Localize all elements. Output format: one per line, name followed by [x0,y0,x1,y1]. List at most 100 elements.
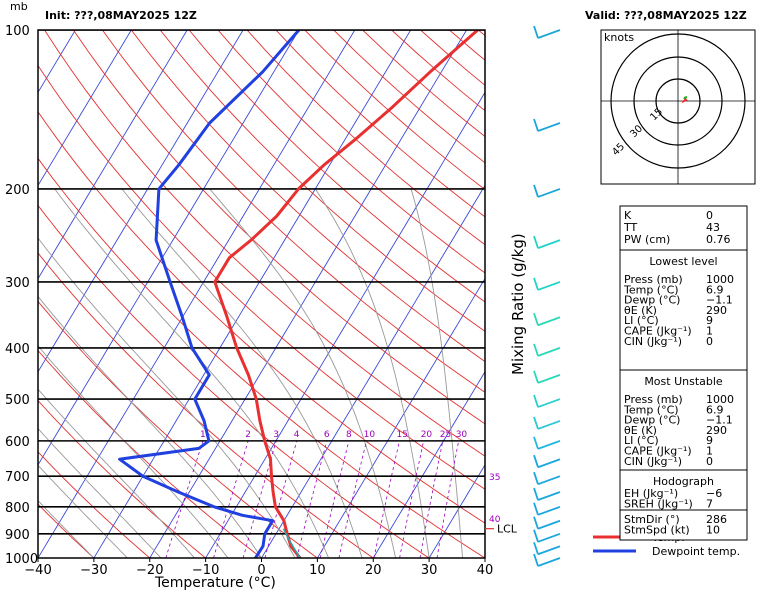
y-tick-label: 800 [5,501,30,516]
stats-box [619,205,748,251]
x-tick-label: −20 [136,563,163,578]
hodo-1-value: 7 [706,497,713,510]
wind-barb-staff [537,398,561,408]
moist-adiabat-line [38,427,162,558]
y-tick-label: 200 [5,183,30,198]
x-tick-label: 40 [477,563,494,578]
unit-label: mb [10,0,28,13]
isotherm-line [38,30,244,373]
lowest-0-value: 1000 [706,273,734,286]
wind-barb-staff [537,519,561,530]
mu-6-label: CIN (Jkg⁻¹) [624,455,682,468]
dry-adiabat-line [159,30,485,332]
wind-barb-flag [533,277,539,291]
chart-axes: 1 2 3 4 6 8 10 15 20 25 30100200300400500600700800… [5,24,493,578]
x-tick-label: 0 [257,563,265,578]
wind-barb-staff [537,122,561,132]
valid-time: Valid: ???,08MAY2025 12Z [585,9,747,22]
y-tick-label: 300 [5,276,30,291]
dry-adiabat-line [38,252,374,558]
x-tick-label: 30 [421,563,438,578]
x-tick-label: 10 [309,563,326,578]
wind-barb-staff [537,557,561,567]
mu-3-label: θE (K) [624,424,657,437]
dry-adiabat-line [38,349,262,558]
mu-2-value: −1.1 [706,414,733,427]
wind-barb-flag [533,553,539,567]
isotherm-line [93,30,412,558]
stat-k-value: 0 [706,209,713,222]
wind-barb-flag [533,502,539,516]
isotherm-line [205,91,485,558]
storm-1-value: 10 [706,523,720,536]
height-label: 40 [489,515,501,525]
isotherm-line [38,30,188,280]
mu-5-label: CAPE (Jkg⁻¹) [624,445,692,458]
stats-box [619,469,748,511]
x-tick-label: 20 [365,563,382,578]
dry-adiabat-line [38,111,485,524]
stats-box [619,509,748,541]
mixing-ratio-label: 10 [364,430,376,440]
wind-barb-flag [533,416,539,430]
y-tick-label: 1000 [5,552,38,567]
wind-barb-flag [533,343,539,357]
dewpoint-line [118,30,301,558]
wind-barb-flag [533,312,539,326]
mixing-ratio-line [264,440,298,558]
dry-adiabat-line [38,503,95,558]
chart-grid [38,30,485,558]
dry-adiabat-line [217,30,485,274]
hodograph-trace-upper [683,96,688,99]
lowest-5-value: 1 [706,325,713,338]
dry-adiabat-line [130,30,485,363]
storm-0-value: 286 [706,513,727,526]
wind-barb-flag [533,454,539,468]
lowest-0-label: Press (mb) [624,273,683,286]
storm-0-label: StmDir (°) [624,513,680,526]
wind-barb-flag [533,471,539,485]
init-time: Init: ???,08MAY2025 12Z [45,9,197,22]
hodo-1-label: SREH (Jkg⁻¹) [624,497,693,510]
chart-series [118,30,479,558]
hodo-0-value: −6 [706,487,722,500]
most-unstable-title: Most Unstable [644,375,723,388]
mu-1-label: Temp (°C) [623,403,679,416]
isotherm-line [38,30,356,558]
y-tick-label: 900 [5,528,30,543]
stats-box [619,369,748,471]
mixing-ratio-label: 30 [456,430,468,440]
stat-tt-label: TT [623,221,638,234]
y-tick-label: 700 [5,470,30,485]
lowest-1-label: Temp (°C) [623,283,679,296]
y-tick-label: 100 [5,24,30,39]
hodo-0-label: EH (Jkg⁻¹) [624,487,678,500]
y-axis-label: Mixing Ratio (g/kg) [509,233,527,375]
hodograph-unit: knots [604,31,634,44]
stat-k-label: K [624,209,632,222]
moist-adiabat-line [410,188,464,558]
wind-barb-staff [537,545,561,556]
temperature-line [213,30,479,558]
lowest-5-label: CAPE (Jkg⁻¹) [624,325,692,338]
mu-2-label: Dewp (°C) [624,414,680,427]
isotherm-line [372,370,485,558]
wind-barb-flag [533,487,539,501]
parcel-line [282,528,301,558]
mixing-ratio-label: 6 [324,430,330,440]
wind-barb-staff [537,532,561,543]
height-label: 35 [489,473,500,483]
mu-6-value: 0 [706,455,713,468]
moist-adiabat-line [38,388,195,558]
wind-barb-flag [533,25,539,39]
wind-barb-staff [537,491,561,501]
x-axis-label: Temperature (°C) [154,575,276,591]
y-tick-label: 500 [5,393,30,408]
wind-barb-staff [537,188,561,198]
mixing-ratio-label: 15 [397,430,408,440]
x-tick-label: −40 [24,563,51,578]
lowest-2-label: Dewp (°C) [624,294,680,307]
x-tick-label: −30 [80,563,107,578]
